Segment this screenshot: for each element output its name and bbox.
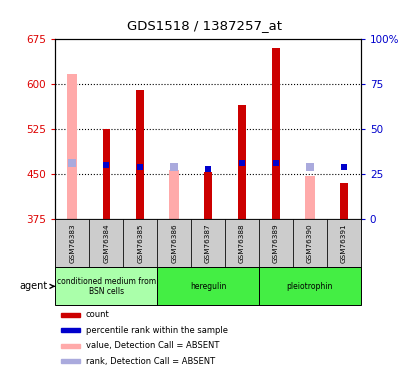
Text: GSM76387: GSM76387 bbox=[204, 224, 211, 263]
Text: agent: agent bbox=[20, 281, 54, 291]
Bar bbox=[89, 219, 123, 267]
Bar bbox=[304, 176, 314, 219]
Text: GSM76390: GSM76390 bbox=[306, 224, 312, 263]
Bar bbox=[102, 129, 110, 219]
Bar bbox=[258, 267, 360, 305]
Text: GSM76391: GSM76391 bbox=[340, 224, 346, 263]
Bar bbox=[136, 90, 144, 219]
Bar bbox=[157, 267, 258, 305]
Text: heregulin: heregulin bbox=[189, 282, 226, 291]
Bar bbox=[292, 219, 326, 267]
Text: percentile rank within the sample: percentile rank within the sample bbox=[86, 326, 227, 335]
Bar bbox=[61, 344, 80, 348]
Text: value, Detection Call = ABSENT: value, Detection Call = ABSENT bbox=[86, 341, 219, 350]
Bar bbox=[55, 219, 89, 267]
Bar bbox=[225, 219, 258, 267]
Bar bbox=[67, 74, 77, 219]
Bar bbox=[55, 267, 157, 305]
Text: GSM76388: GSM76388 bbox=[238, 224, 245, 263]
Bar bbox=[204, 172, 211, 219]
Bar bbox=[339, 183, 347, 219]
Text: GSM76386: GSM76386 bbox=[171, 224, 177, 263]
Bar bbox=[326, 219, 360, 267]
Bar bbox=[61, 328, 80, 332]
Text: GSM76389: GSM76389 bbox=[272, 224, 278, 263]
Bar bbox=[169, 170, 179, 219]
Text: GDS1518 / 1387257_at: GDS1518 / 1387257_at bbox=[127, 19, 282, 32]
Text: pleiotrophin: pleiotrophin bbox=[286, 282, 332, 291]
Bar bbox=[272, 48, 279, 219]
Text: GSM76385: GSM76385 bbox=[137, 224, 143, 263]
Text: GSM76383: GSM76383 bbox=[69, 224, 75, 263]
Text: conditioned medium from
BSN cells: conditioned medium from BSN cells bbox=[56, 277, 155, 296]
Bar bbox=[191, 219, 225, 267]
Text: rank, Detection Call = ABSENT: rank, Detection Call = ABSENT bbox=[86, 357, 214, 366]
Bar bbox=[238, 105, 245, 219]
Bar bbox=[61, 359, 80, 363]
Bar bbox=[258, 219, 292, 267]
Text: GSM76384: GSM76384 bbox=[103, 224, 109, 263]
Bar bbox=[123, 219, 157, 267]
Bar bbox=[61, 313, 80, 316]
Bar bbox=[157, 219, 191, 267]
Text: count: count bbox=[86, 310, 109, 319]
